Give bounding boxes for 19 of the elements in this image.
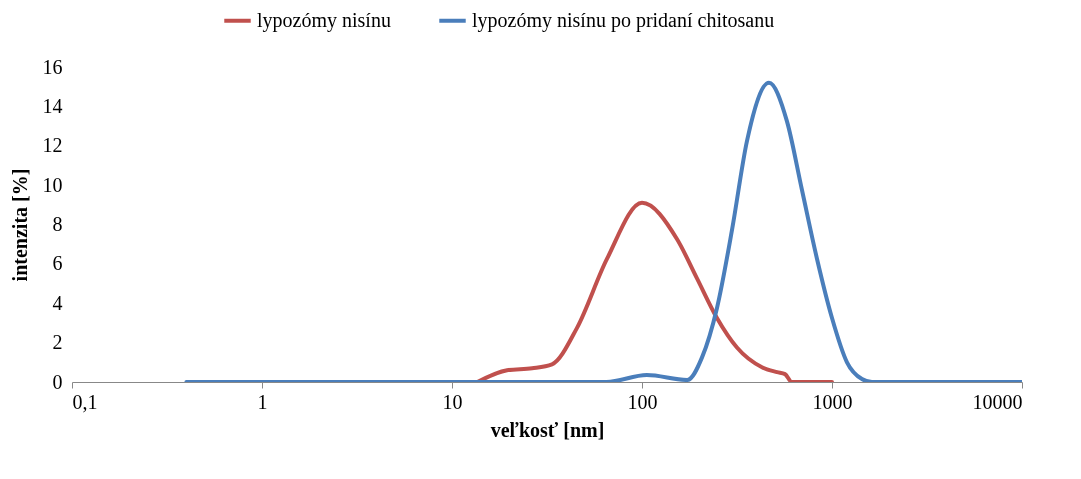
legend-label: lypozómy nisínu po pridaní chitosanu bbox=[472, 8, 775, 32]
y-tick-label: 12 bbox=[42, 134, 63, 157]
x-tick-label: 1 bbox=[257, 390, 268, 413]
x-axis-title: veľkosť [nm] bbox=[490, 418, 605, 441]
x-tick-label: 10 bbox=[442, 390, 463, 413]
x-tick-label: 10000 bbox=[972, 390, 1023, 413]
y-tick-label: 2 bbox=[52, 331, 63, 354]
y-tick-label: 8 bbox=[52, 213, 63, 235]
y-tick-label: 0 bbox=[52, 370, 63, 393]
y-tick-label: 6 bbox=[52, 252, 63, 275]
y-tick-label: 10 bbox=[42, 173, 63, 196]
x-tick-label: 1000 bbox=[812, 390, 853, 413]
y-axis-title: intenzita [%] bbox=[8, 168, 31, 282]
y-tick-label: 4 bbox=[52, 291, 63, 314]
x-tick-label: 0,1 bbox=[72, 390, 98, 413]
legend-label: lypozómy nisínu bbox=[257, 8, 391, 32]
y-tick-label: 14 bbox=[42, 94, 63, 117]
x-tick-label: 100 bbox=[627, 390, 658, 413]
y-tick-label: 16 bbox=[42, 55, 63, 78]
